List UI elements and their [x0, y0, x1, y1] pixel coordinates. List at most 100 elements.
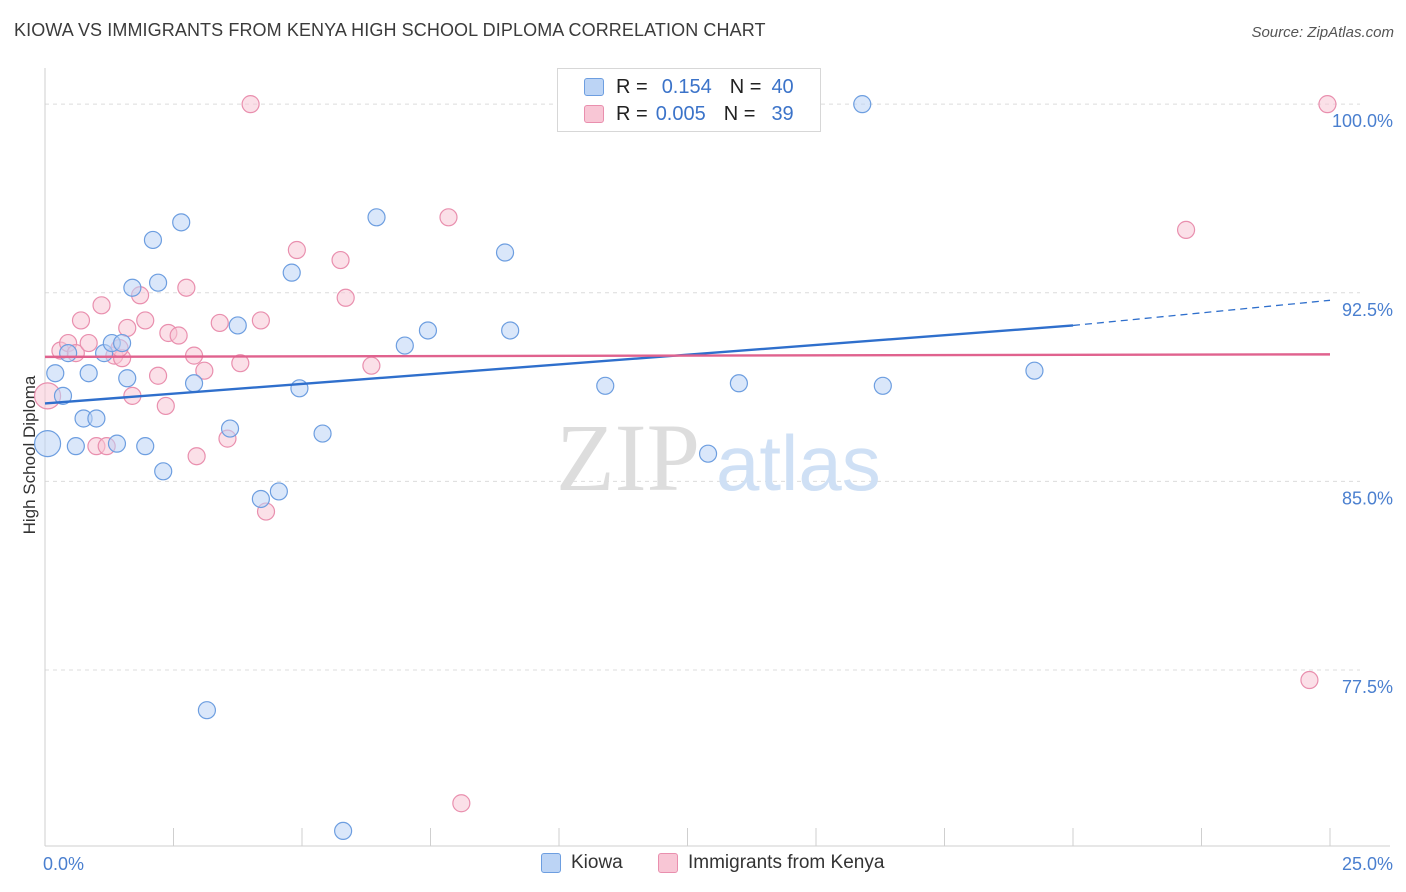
- kiowa-point: [228, 316, 247, 335]
- kiowa-point: [596, 376, 615, 395]
- kenya-point: [187, 447, 206, 466]
- chart-title: KIOWA VS IMMIGRANTS FROM KENYA HIGH SCHO…: [14, 20, 766, 40]
- kiowa-point: [118, 369, 137, 388]
- kenya-point: [136, 311, 155, 330]
- kiowa-point: [290, 379, 309, 398]
- series-legend: Kiowa Immigrants from Kenya: [0, 852, 1406, 878]
- kiowa-point: [853, 95, 872, 114]
- kenya-point: [1318, 95, 1337, 114]
- source-credit: Source: ZipAtlas.com: [1251, 24, 1394, 41]
- kiowa-point: [184, 374, 204, 393]
- kiowa-point: [334, 821, 353, 841]
- n-label: N =: [723, 102, 756, 125]
- kiowa-point: [53, 386, 73, 405]
- n-value: 40: [771, 75, 794, 98]
- kiowa-point: [87, 409, 106, 428]
- r-value: 0.005: [655, 102, 706, 125]
- legend-label-kenya: Immigrants from Kenya: [688, 852, 885, 873]
- kenya-trend-line: [44, 353, 1331, 359]
- kenya-swatch: [584, 105, 604, 123]
- trend-lines: [44, 299, 1331, 405]
- kenya-swatch: [658, 853, 678, 873]
- legend-row-kiowa: R = 0.154 N = 40: [584, 75, 794, 99]
- kiowa-point: [698, 444, 718, 463]
- kiowa-point: [495, 243, 515, 262]
- kenya-point: [169, 326, 188, 345]
- kiowa-point: [143, 230, 163, 250]
- kiowa-point: [395, 336, 414, 355]
- kenya-point: [79, 333, 98, 353]
- kenya-point: [362, 356, 381, 375]
- x-tick-label: 0.0%: [43, 854, 84, 874]
- gridlines: [45, 103, 1360, 671]
- legend-item-kiowa[interactable]: Kiowa: [541, 852, 623, 874]
- kiowa-point: [729, 374, 749, 393]
- r-label: R =: [616, 75, 648, 98]
- kenya-point: [118, 318, 137, 338]
- x-tick-label: 25.0%: [1342, 854, 1393, 874]
- kiowa-point: [501, 321, 520, 340]
- kiowa-point: [59, 344, 78, 363]
- watermark-atlas: atlas: [716, 419, 881, 507]
- kenya-point: [148, 366, 168, 385]
- kiowa-point: [251, 489, 270, 509]
- kiowa-point: [123, 278, 142, 297]
- kiowa-point: [172, 213, 191, 232]
- kenya-point: [287, 240, 306, 260]
- legend-item-kenya[interactable]: Immigrants from Kenya: [658, 852, 884, 874]
- kiowa-point: [107, 434, 127, 453]
- n-label: N =: [729, 75, 762, 98]
- kenya-point: [210, 313, 229, 333]
- r-label: R =: [616, 102, 648, 125]
- kiowa-points: [33, 95, 1044, 841]
- kenya-point: [71, 311, 91, 330]
- legend-label-kiowa: Kiowa: [571, 852, 623, 873]
- kiowa-point: [154, 462, 173, 481]
- n-value: 39: [771, 102, 794, 125]
- kiowa-point: [112, 333, 132, 353]
- kenya-point: [195, 361, 214, 380]
- kenya-point: [1176, 220, 1196, 239]
- y-tick-label: 100.0%: [1332, 111, 1393, 131]
- kiowa-point: [1025, 361, 1044, 380]
- kenya-point: [231, 354, 250, 373]
- kenya-point: [336, 288, 355, 307]
- kiowa-point: [220, 419, 240, 438]
- kenya-point: [1300, 670, 1319, 690]
- kiowa-point: [197, 701, 217, 720]
- kenya-point: [439, 208, 458, 227]
- kiowa-point: [46, 364, 65, 383]
- kenya-point: [251, 311, 270, 330]
- kiowa-point: [79, 364, 98, 383]
- kiowa-point: [33, 430, 62, 458]
- kiowa-point: [418, 321, 438, 340]
- kiowa-swatch: [584, 78, 604, 96]
- tick-labels: 100.0% 92.5% 85.0% 77.5% 0.0% 25.0%: [43, 111, 1393, 874]
- kiowa-point: [282, 263, 301, 282]
- kenya-point: [156, 396, 175, 416]
- kiowa-point: [313, 424, 332, 443]
- kenya-point: [92, 296, 111, 315]
- r-value: 0.154: [661, 75, 712, 98]
- y-tick-label: 92.5%: [1342, 300, 1393, 320]
- kenya-point: [241, 95, 260, 114]
- kiowa-point: [66, 437, 85, 456]
- kiowa-point: [367, 208, 386, 227]
- y-tick-label: 77.5%: [1342, 677, 1393, 697]
- kenya-point: [331, 250, 350, 270]
- kiowa-trend-line: [44, 324, 1074, 405]
- kenya-point: [177, 278, 196, 297]
- kiowa-trend-extension: [1072, 299, 1331, 327]
- legend-row-kenya: R = 0.005 N = 39: [584, 102, 794, 126]
- kenya-point: [452, 794, 471, 813]
- kiowa-point: [136, 437, 155, 456]
- kiowa-point: [873, 376, 892, 395]
- axes: [44, 68, 1390, 847]
- correlation-legend: R = 0.154 N = 40 R = 0.005 N = 39: [557, 68, 821, 132]
- kiowa-point: [148, 273, 168, 292]
- kiowa-point: [269, 482, 288, 501]
- y-tick-label: 85.0%: [1342, 488, 1393, 508]
- kiowa-swatch: [541, 853, 561, 873]
- watermark-zip: ZIP: [556, 404, 700, 511]
